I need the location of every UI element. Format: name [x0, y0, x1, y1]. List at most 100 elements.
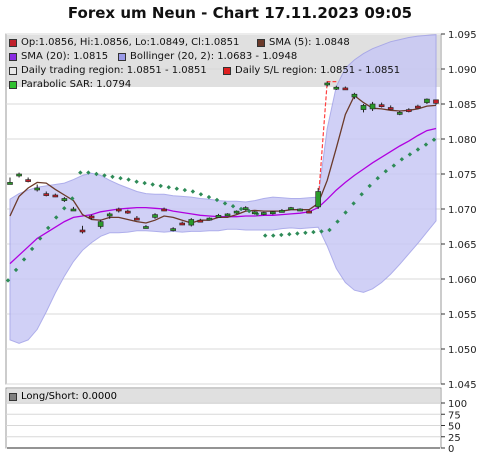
legend-item: SMA (20): 1.0815 — [9, 51, 108, 62]
y-tick-label: 1.045 — [448, 380, 477, 391]
sar-point — [367, 183, 372, 189]
sar-point — [222, 201, 228, 206]
y-tick-label: 1.050 — [448, 345, 477, 356]
candle-body — [161, 208, 167, 212]
sar-point — [190, 189, 196, 194]
sar-point — [54, 215, 59, 220]
candle-body — [70, 208, 77, 212]
lower-y-tick-label: 50 — [448, 422, 461, 433]
sar-point — [158, 183, 163, 189]
chart-title: Forex um Neun - Chart 17.11.2023 09:05 — [67, 4, 413, 22]
legend-item: Bollinger (20, 2): 1.0683 - 1.0948 — [118, 51, 297, 62]
legend-label: SMA (20): 1.0815 — [21, 51, 109, 62]
sar-point — [62, 206, 67, 211]
sar-point — [287, 232, 292, 237]
sar-point — [279, 232, 284, 238]
candle-body — [79, 229, 86, 233]
legend-swatch — [118, 52, 126, 61]
y-tick-label: 1.060 — [448, 275, 477, 286]
legend-label: Parabolic SAR: 1.0794 — [21, 79, 132, 90]
legend-label: Op:1.0856, Hi:1.0856, Lo:1.0849, Cl:1.08… — [21, 37, 240, 48]
sar-point — [198, 192, 204, 197]
sar-point — [238, 206, 244, 212]
legend-swatch — [9, 52, 17, 61]
candle-body — [333, 86, 340, 90]
sar-point — [110, 174, 115, 179]
legend-swatch — [9, 38, 17, 47]
sar-point — [423, 142, 429, 147]
sar-point — [102, 173, 107, 178]
candle-body — [170, 228, 176, 231]
candle-body — [179, 222, 186, 226]
sar-point — [263, 233, 268, 238]
legend-label: Bollinger (20, 2): 1.0683 - 1.0948 — [130, 51, 298, 62]
lower-y-tick-label: 0 — [448, 444, 454, 455]
candle-body — [324, 82, 331, 86]
sar-point — [359, 192, 364, 197]
candle-body — [369, 103, 376, 110]
candle-body — [270, 211, 276, 215]
candle-body — [306, 210, 312, 214]
legend-item: Daily trading region: 1.0851 - 1.0851 — [9, 65, 207, 76]
candle-body — [134, 217, 140, 221]
lower-legend-swatch — [9, 392, 17, 401]
sar-point — [142, 180, 147, 186]
legend-swatch — [223, 66, 231, 75]
sar-point — [29, 246, 35, 252]
candle-body — [415, 105, 421, 109]
candle-body — [152, 214, 158, 218]
sar-point — [174, 186, 179, 191]
candle-body — [188, 219, 195, 226]
candle-body — [315, 191, 321, 208]
legend-label: SMA (5): 1.0848 — [269, 37, 350, 48]
legend-swatch — [9, 80, 17, 89]
candle-body — [7, 182, 13, 185]
candle-body — [125, 210, 131, 214]
sar-point — [86, 170, 91, 175]
sar-point — [407, 152, 413, 157]
lower-y-tick-label: 75 — [448, 410, 461, 421]
sar-point — [5, 278, 11, 283]
sar-point — [166, 185, 171, 190]
candle-body — [115, 208, 122, 212]
sar-point — [230, 204, 236, 209]
candle-body — [288, 207, 294, 210]
legend-swatch — [9, 66, 17, 75]
sma5-line — [9, 94, 437, 224]
candle-body — [224, 213, 231, 217]
sar-point — [391, 163, 397, 168]
sar-point — [311, 229, 316, 235]
candle-body — [106, 213, 113, 217]
sar-point — [182, 187, 188, 193]
sar-point — [214, 197, 220, 203]
candle-body — [97, 221, 104, 227]
sar-point — [271, 233, 276, 238]
candle-body — [197, 219, 204, 223]
sar-point — [351, 201, 356, 206]
y-tick-label: 1.070 — [448, 205, 477, 216]
y-tick-label: 1.075 — [448, 170, 477, 181]
candle-body — [206, 217, 213, 221]
y-tick-label: 1.080 — [448, 135, 477, 146]
y-tick-label: 1.090 — [448, 65, 477, 76]
candle-body — [25, 179, 31, 182]
candle-body — [52, 194, 59, 198]
candle-body — [260, 212, 267, 215]
candle-body — [43, 193, 50, 196]
candle-body — [342, 87, 349, 91]
candle-body — [251, 211, 258, 215]
candle-body — [143, 226, 149, 229]
lower-y-tick-label: 100 — [448, 399, 467, 410]
candle-body — [16, 173, 22, 177]
sar-point — [78, 170, 83, 175]
candle-body — [279, 210, 285, 213]
lower-legend-label: Long/Short: 0.0000 — [21, 391, 117, 402]
candle-body — [387, 107, 394, 110]
candle-body — [396, 112, 403, 115]
candle-body — [34, 187, 40, 191]
lower-legend-background — [7, 389, 440, 404]
sar-point — [431, 137, 437, 142]
y-tick-label: 1.095 — [448, 30, 477, 41]
candle-body — [433, 99, 439, 104]
